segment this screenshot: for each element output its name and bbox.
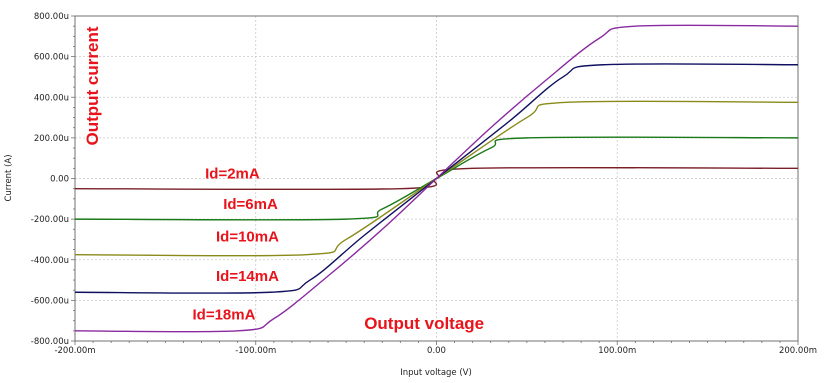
x-tick-label: -200.00m [54, 346, 95, 356]
x-tick-label: 100.00m [598, 346, 636, 356]
annotation-label: Id=14mA [216, 268, 279, 285]
y-tick-label: 600.00u [34, 53, 69, 63]
y-tick-label: -400.00u [31, 256, 69, 266]
y-tick-label: -600.00u [31, 296, 69, 306]
x-tick-label: 0.00 [427, 346, 446, 356]
y-tick-labels: 800.00u 600.00u 400.00u 200.00u 0.00 -200.00u… [31, 12, 75, 347]
annotation-label: Id=10mA [216, 228, 279, 245]
annotations: Id=2mA Id=6mA Id=10mA Id=14mA Id=18mA Output … [192, 166, 484, 333]
y-annotation-output-current: Output current [83, 26, 102, 145]
y-tick-label: 800.00u [34, 12, 69, 22]
annotation-label: Id=18mA [192, 307, 255, 324]
y-tick-label: -200.00u [31, 215, 69, 225]
annotation-label: Output voltage [364, 314, 484, 333]
x-tick-labels: -200.00m -100.00m 0.00 100.00m 200.00m [54, 341, 817, 356]
y-tick-label: 200.00u [34, 134, 69, 144]
annotation-label: Id=2mA [205, 166, 260, 183]
x-axis-title: Input voltage (V) [400, 368, 472, 378]
x-tick-label: -100.00m [235, 346, 276, 356]
y-tick-label: -800.00u [31, 337, 69, 347]
series [74, 24, 799, 333]
y-tick-label: 400.00u [34, 93, 69, 103]
x-tick-label: 200.00m [779, 346, 817, 356]
y-axis-title: Current (A) [4, 154, 14, 201]
y-tick-label: 0.00 [50, 175, 69, 185]
series-line-4 [74, 24, 799, 333]
annotation-label: Id=6mA [223, 196, 278, 213]
